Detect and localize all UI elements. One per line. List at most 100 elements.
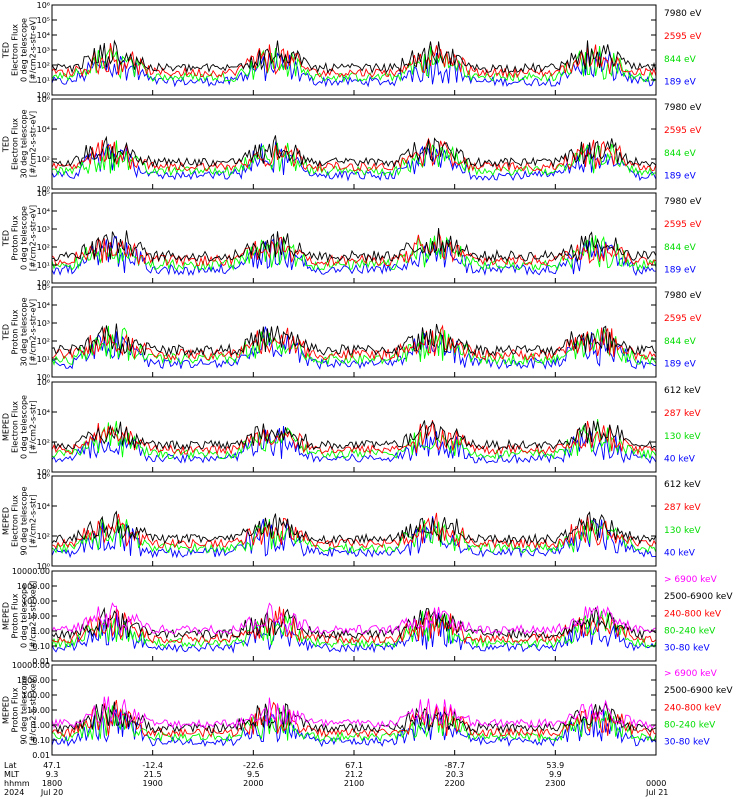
panel-3-ytick-label: 10¹ [37,261,50,270]
panel-1-ytick-label: 10⁴ [37,31,50,40]
panel-4-ytick-label: 10⁰ [37,373,50,382]
panel-3-ytick-label: 10⁴ [37,207,50,216]
panel-8-ylabel-line: [#/cm2-s-str-keV] [29,675,38,746]
x-axis-row-label: MLT [4,770,19,779]
x-tick-label: 21.5 [144,770,162,779]
panel-3-trace-2595-ev [51,231,657,267]
panel-7-traces [51,602,657,654]
panel-8-ytick-label: 10.00 [27,706,50,715]
panel-5-ylabel-line: [#/cm2-s-str] [29,400,38,453]
panel-7-trace-30-80-kev [51,612,657,654]
panel-5-ylabel-line: 0 deg telescope [20,395,29,459]
panel-1-ytick-label: 10¹ [37,76,50,85]
panel-1-ytick-label: 10⁶ [37,1,50,10]
panel-1-ytick-label: 10⁰ [37,91,50,100]
panel-4-traces [51,323,657,370]
panel-7-trace-2500-6900-kev [51,606,657,640]
x-tick-label: -12.4 [142,761,163,770]
panel-4-ytick-label: 10⁴ [37,301,50,310]
panel-2-legend-entry: 2595 eV [664,126,702,136]
panel-7-ytick-label: 100.00 [22,597,50,606]
panel-7-trace-240-800-kev [51,606,657,645]
panel-8-trace-2500-6900-kev [51,701,657,734]
panel-5-frame [51,381,657,473]
panel-2-ytick-label: 10⁴ [37,125,50,134]
panel-7-ytick-label: 1.00 [32,627,50,636]
panel-4-frame [51,286,657,378]
panel-3-ytick-label: 10² [37,243,50,252]
panel-3-legend-entry: 844 eV [664,243,697,253]
panel-2-ylabel-line: Electron Flux [11,118,20,170]
panel-2-ytick-label: 10⁶ [37,95,50,104]
x-tick-label: Jul 21 [645,788,668,797]
panel-3-trace-189-ev [51,235,657,277]
x-tick-label: 1800 [42,779,62,788]
panel-8-ytick-label: 0.01 [32,751,50,760]
panel-8-legend-entry: 2500-6900 keV [664,686,733,696]
x-tick-label: -22.6 [243,761,264,770]
panel-7-legend-entry: 240-800 keV [664,609,722,619]
panel-8-ytick-label: 10000.00 [12,661,50,670]
panel-2-legend-entry: 7980 eV [664,103,702,113]
x-tick-label: 2100 [344,779,364,788]
panel-6-legend-entry: 40 keV [664,549,696,559]
panel-4-ytick-label: 10² [37,337,50,346]
x-tick-label: 1900 [142,779,162,788]
panel-3-ytick-label: 10⁵ [37,189,50,198]
panel-7-ytick-label: 10.00 [27,612,50,621]
panel-6-legend-entry: 612 keV [664,480,701,490]
panel-8-legend-entry: 240-800 keV [664,703,722,713]
panel-2-trace-7980-ev [51,135,657,168]
x-tick-label: 2200 [444,779,464,788]
panel-4-legend-entry: 7980 eV [664,291,702,301]
x-tick-label: -87.7 [444,761,465,770]
panel-1-trace-189-ev [51,51,657,88]
x-axis-row-label: hhmm [4,779,30,788]
x-tick-label: 53.9 [546,761,564,770]
panel-6-legend-entry: 130 keV [664,526,701,536]
panel-1-ylabel-line: Electron Flux [11,24,20,76]
panel-5-legend-entry: 130 keV [664,432,701,442]
panel-5-trace-130-kev [51,419,657,461]
panel-1-ytick-label: 10⁵ [37,16,50,25]
panel-5-ylabel-line: Electron Flux [11,401,20,453]
panel-3-ytick-label: 10⁰ [37,279,50,288]
panel-7-ytick-label: 0.01 [32,657,50,666]
panel-6-trace-287-kev [51,512,657,550]
panel-7-ylabel-line: MEPED [2,602,11,630]
x-tick-label: 47.1 [43,761,61,770]
panel-1-legend-entry: 844 eV [664,55,697,65]
panel-2-ytick-label: 10² [37,155,50,164]
panel-6-ylabel-line: Electron Flux [11,495,20,547]
panel-7-ylabel-line: 0 deg telescope [20,584,29,648]
panel-6-ylabel-line: [#/cm2-s-str] [29,494,38,547]
panel-8-legend-entry: 80-240 keV [664,720,716,730]
panel-6-ytick-label: 10² [37,532,50,541]
x-tick-label: Jul 20 [40,788,63,797]
panel-6-legend-entry: 287 keV [664,503,701,513]
panel-1-legend-entry: 189 eV [664,78,697,88]
panel-5-trace-40-kev [51,425,657,465]
panel-7-ytick-label: 0.10 [32,642,50,651]
panel-8-frame [51,664,657,756]
panel-4-trace-7980-ev [51,323,657,357]
panel-3-ylabel-line: 0 deg telescope [20,206,29,270]
x-axis-row-label: 2024 [4,788,24,797]
panel-1-frame [51,4,657,96]
x-tick-label: 9.5 [247,770,260,779]
panel-6: 10⁰ 10² 10⁴ 10⁶ MEPED Electron Flux 90 deg tel… [2,472,702,571]
panel-1: 10⁰ 10¹ 10² 10³ 10⁴ 10⁵ 10⁶ TED Electron Flux 0 d… [2,1,703,100]
panel-7-legend-entry: 2500-6900 keV [664,592,733,602]
panel-5-legend-entry: 40 keV [664,455,696,465]
x-tick-label: 9.3 [46,770,59,779]
panel-2-legend-entry: 844 eV [664,149,697,159]
panel-1-ytick-label: 10² [37,61,50,70]
panel-4-legend-entry: 2595 eV [664,314,702,324]
panel-2-traces [51,135,657,182]
panel-4-ylabel-line: TED [2,324,11,341]
x-tick-label: 20.3 [446,770,464,779]
panel-1-trace-2595-ev [51,43,657,79]
panel-6-ytick-label: 10⁴ [37,502,50,511]
panel-6-trace-612-kev [51,510,657,545]
